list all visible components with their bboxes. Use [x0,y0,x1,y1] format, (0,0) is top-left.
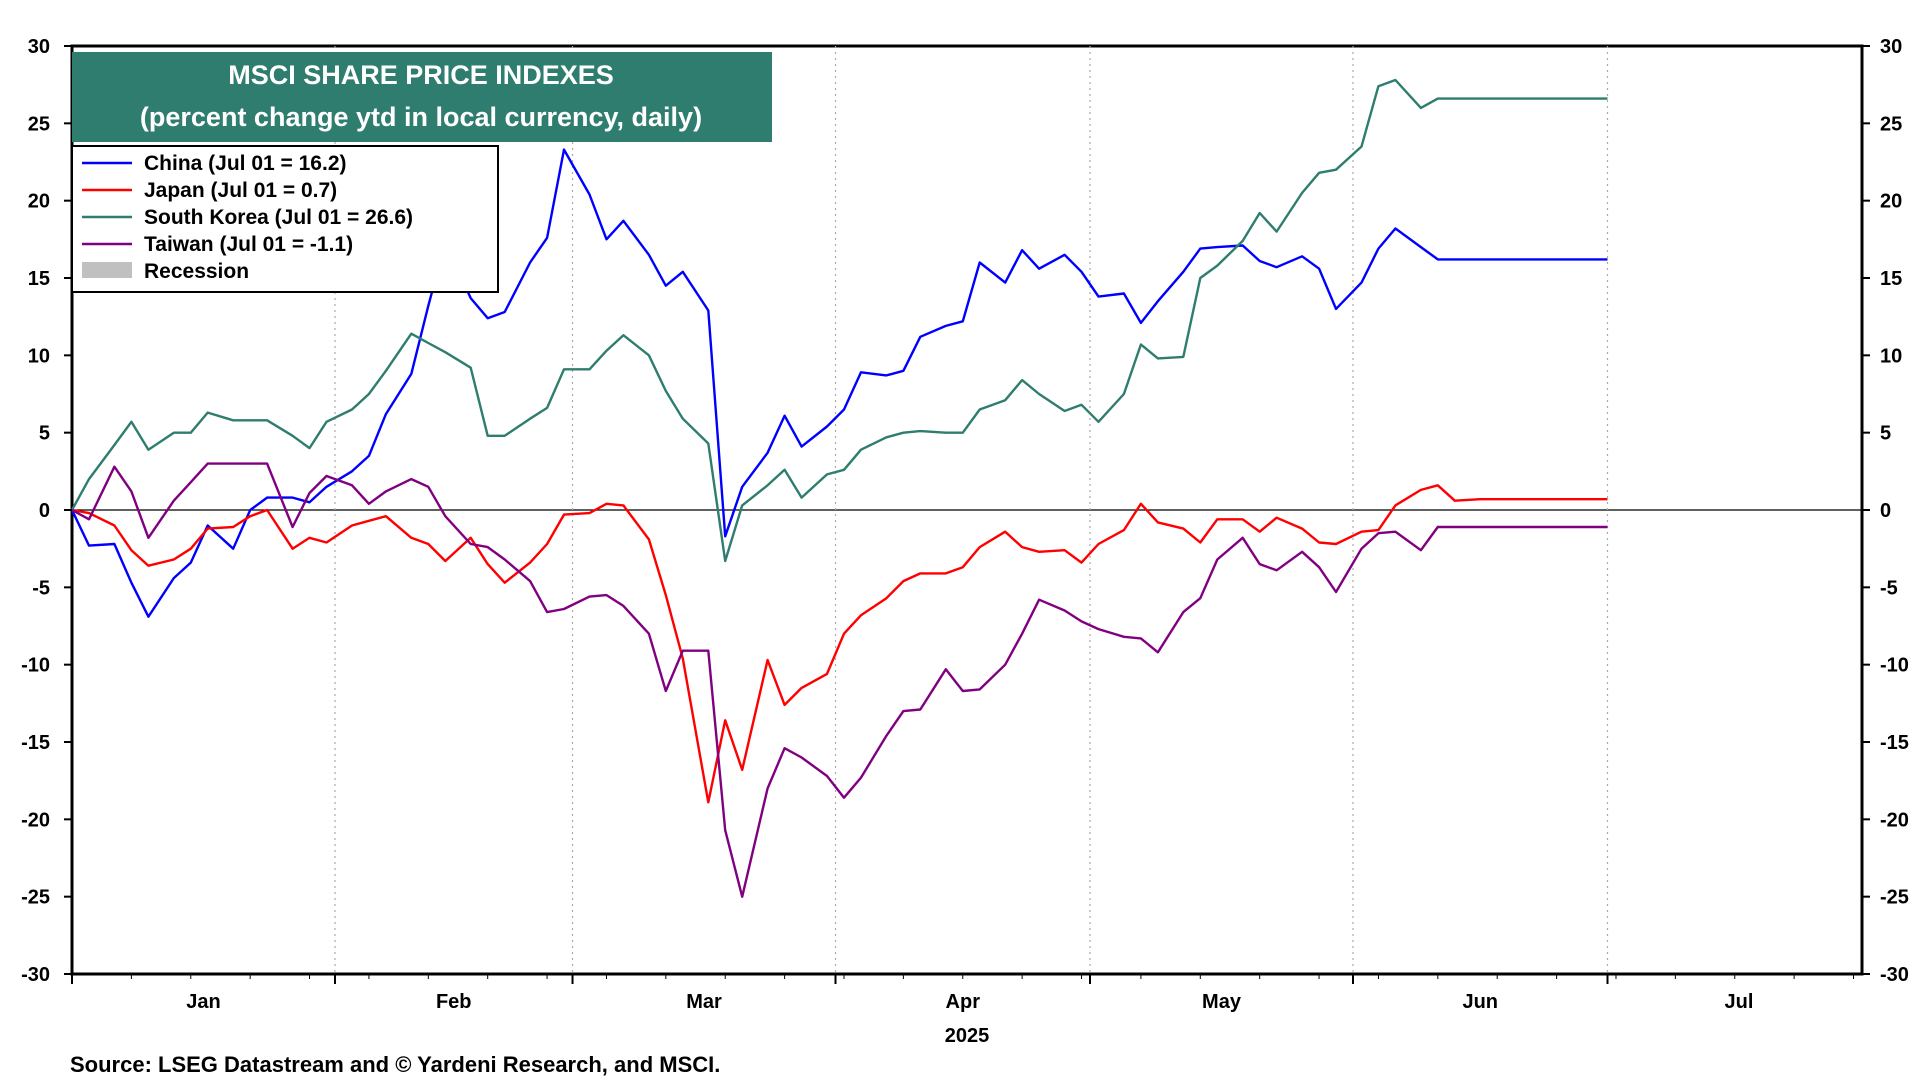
y-tick-label-left: 25 [28,113,50,135]
x-axis-label: 2025 [945,1025,990,1047]
y-tick-label-right: 25 [1880,113,1902,135]
y-tick-label-right: 15 [1880,268,1902,290]
y-tick-label-right: 20 [1880,191,1902,213]
legend-label: China (Jul 01 = 16.2) [144,152,347,175]
chart-title: MSCI SHARE PRICE INDEXES [228,60,614,90]
y-tick-label-left: -10 [21,655,50,677]
legend-box [71,145,499,293]
y-tick-label-left: 10 [28,345,50,367]
y-tick-label-left: -15 [21,732,50,754]
series-line-0 [70,148,1608,618]
y-tick-label-left: -25 [21,887,50,909]
source-note: Source: LSEG Datastream and © Yardeni Re… [70,1052,720,1077]
y-tick-label-right: 10 [1880,345,1902,367]
title-box [72,52,772,142]
legend-label: Taiwan (Jul 01 = -1.1) [144,233,353,256]
x-tick-label: Apr [946,991,981,1013]
y-tick-label-right: -15 [1880,732,1909,754]
axis-layer: Jan Feb Mar Apr May Jun Jul 30 30 25 25 20 20 15 15 10 1… [21,36,1909,1013]
y-tick-label-right: 5 [1880,423,1891,445]
series-line-3 [71,462,1608,898]
x-tick-label: Mar [686,991,722,1013]
legend-label: South Korea (Jul 01 = 26.6) [144,206,413,229]
series-line-1 [71,484,1608,804]
legend-label: Japan (Jul 01 = 0.7) [144,179,337,202]
series-layer [70,78,1608,898]
x-tick-label: Jul [1725,991,1754,1013]
grid-layer [334,46,1609,974]
y-tick-label-right: 0 [1880,500,1891,522]
x-tick-label: Jan [186,991,220,1013]
legend-label-recession: Recession [144,260,249,283]
y-tick-label-left: 15 [28,268,50,290]
chart-subtitle: (percent change ytd in local currency, d… [140,102,702,132]
y-tick-label-left: -20 [21,809,50,831]
y-tick-label-right: -10 [1880,655,1909,677]
y-tick-label-right: 30 [1880,36,1902,58]
y-tick-label-right: -30 [1880,964,1909,986]
y-tick-label-left: -30 [21,964,50,986]
x-tick-label: Jun [1462,991,1498,1013]
y-tick-label-left: 30 [28,36,50,58]
y-tick-label-left: 0 [39,500,50,522]
y-tick-label-right: -5 [1880,577,1898,599]
y-tick-label-left: 5 [39,423,50,445]
y-tick-label-right: -25 [1880,887,1909,909]
y-tick-label-left: 20 [28,191,50,213]
x-tick-label: May [1202,991,1242,1013]
x-tick-label: Feb [436,991,472,1013]
y-tick-label-left: -5 [32,577,50,599]
y-tick-label-right: -20 [1880,809,1909,831]
series-line-2 [70,78,1608,563]
legend-swatch-recession [82,262,132,278]
legend: China (Jul 01 = 16.2) Japan (Jul 01 = 0.7… [82,152,413,256]
